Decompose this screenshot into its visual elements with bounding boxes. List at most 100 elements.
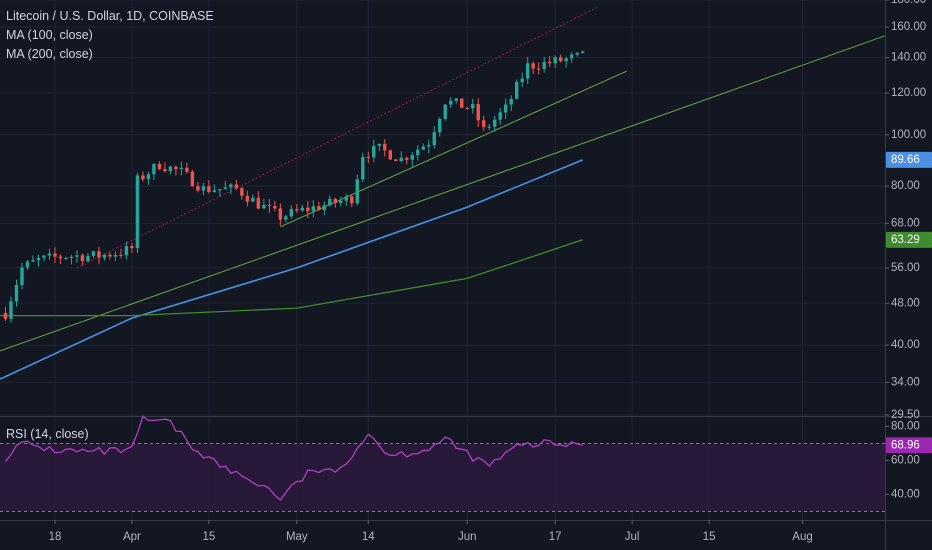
trendline-1: [0, 35, 886, 352]
candle-down: [465, 107, 469, 109]
candle-up: [75, 255, 79, 257]
candle-up: [300, 207, 305, 211]
ma200-legend[interactable]: MA (200, close): [6, 47, 93, 61]
candle-up: [14, 284, 19, 302]
candle-down: [333, 198, 338, 204]
candle-down: [306, 207, 310, 212]
candle-up: [427, 144, 431, 147]
ma100-badge-bg: [886, 151, 932, 168]
candle-up: [201, 186, 206, 191]
candle-up: [289, 209, 294, 217]
candle-up: [311, 206, 316, 212]
candle-down: [394, 159, 398, 162]
price-tick-label: 100.00: [891, 129, 926, 141]
candle-up: [135, 175, 140, 249]
candle-up: [251, 197, 255, 202]
axes: 180.00 160.00 140.00 120.00 100.00 80.00 68.00…: [49, 0, 932, 543]
candle-down: [234, 184, 239, 189]
candle-up: [339, 200, 343, 204]
candle-down: [119, 254, 123, 256]
candle-down: [157, 163, 162, 170]
candle-down: [53, 253, 57, 257]
rsi-badge: 68.96: [891, 439, 920, 451]
time-tick-label: Jun: [458, 531, 477, 543]
rsi-legend[interactable]: RSI (14, close): [6, 427, 89, 441]
candle-up: [113, 254, 118, 257]
time-tick-label: 17: [549, 531, 562, 543]
candle-down: [482, 120, 486, 127]
price-tick-label: 48.00: [891, 297, 920, 309]
candle-down: [141, 175, 145, 180]
candle-up: [25, 261, 30, 268]
candle-down: [388, 150, 392, 160]
candle-up: [146, 174, 151, 180]
candle-up: [416, 149, 420, 156]
candle-up: [580, 51, 585, 53]
candle-down: [196, 186, 200, 191]
candle-down: [3, 313, 8, 319]
price-tick-label: 56.00: [891, 262, 920, 274]
candle-up: [262, 205, 266, 209]
price-tick-label: 34.00: [891, 376, 920, 388]
candle-up: [377, 143, 381, 147]
candle-up: [454, 98, 458, 101]
candle-up: [284, 216, 288, 220]
ma200-badge-bg: [886, 231, 932, 248]
candle-down: [273, 205, 277, 209]
candle-up: [443, 104, 447, 119]
candle-up: [438, 118, 442, 133]
candle-up: [69, 256, 74, 258]
time-tick-label: 14: [362, 531, 375, 543]
time-tick-label: 18: [49, 531, 62, 543]
candle-down: [108, 254, 112, 257]
candle-down: [278, 208, 283, 220]
candle-up: [322, 205, 327, 210]
candle-down: [58, 256, 63, 259]
price-tick-label: 40.00: [891, 339, 920, 351]
candle-down: [531, 63, 535, 69]
price-tick-label: 29.50: [891, 409, 920, 421]
price-tick-label: 80.00: [891, 180, 920, 192]
candle-up: [328, 198, 332, 206]
time-tick-label: 15: [703, 531, 716, 543]
candle-down: [350, 196, 354, 204]
candle-down: [405, 157, 409, 160]
price-tick-label: 68.00: [891, 217, 920, 229]
time-tick-label: May: [286, 531, 308, 543]
candle-up: [569, 54, 574, 59]
time-tick-label: Aug: [792, 531, 812, 543]
candle-down: [80, 255, 85, 262]
time-tick-label: Jul: [625, 531, 640, 543]
candle-down: [163, 169, 167, 172]
candle-down: [240, 188, 244, 196]
candle-down: [383, 143, 387, 151]
candle-up: [344, 196, 349, 201]
candle-down: [256, 197, 261, 209]
candle-up: [361, 157, 365, 180]
candle-up: [487, 126, 491, 128]
candles[interactable]: [3, 51, 585, 323]
candle-down: [366, 157, 370, 159]
rsi-line: [4, 415, 583, 501]
ma200-line: [0, 239, 583, 317]
moving-averages: [0, 159, 584, 380]
candle-up: [124, 246, 129, 256]
ma100-legend[interactable]: MA (100, close): [6, 28, 93, 42]
candle-up: [504, 104, 508, 113]
candle-up: [498, 112, 502, 120]
candle-up: [515, 82, 519, 99]
candle-up: [152, 163, 156, 175]
candle-up: [20, 267, 24, 285]
price-tick-label: 120.00: [891, 87, 926, 99]
candle-up: [575, 52, 579, 55]
candle-up: [102, 254, 107, 258]
trendlines[interactable]: [0, 6, 886, 352]
rsi-series: [0, 415, 885, 512]
candle-up: [36, 257, 41, 261]
rsi-tick-label: 60.00: [891, 455, 920, 467]
candle-up: [91, 251, 96, 256]
candle-up: [47, 253, 52, 256]
candle-up: [229, 184, 233, 188]
